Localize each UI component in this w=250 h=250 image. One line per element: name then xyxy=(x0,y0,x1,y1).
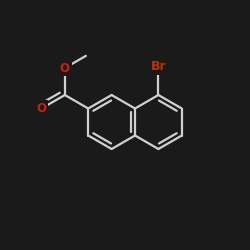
Text: Br: Br xyxy=(150,60,166,73)
Text: O: O xyxy=(36,102,46,115)
Text: O: O xyxy=(60,62,70,74)
